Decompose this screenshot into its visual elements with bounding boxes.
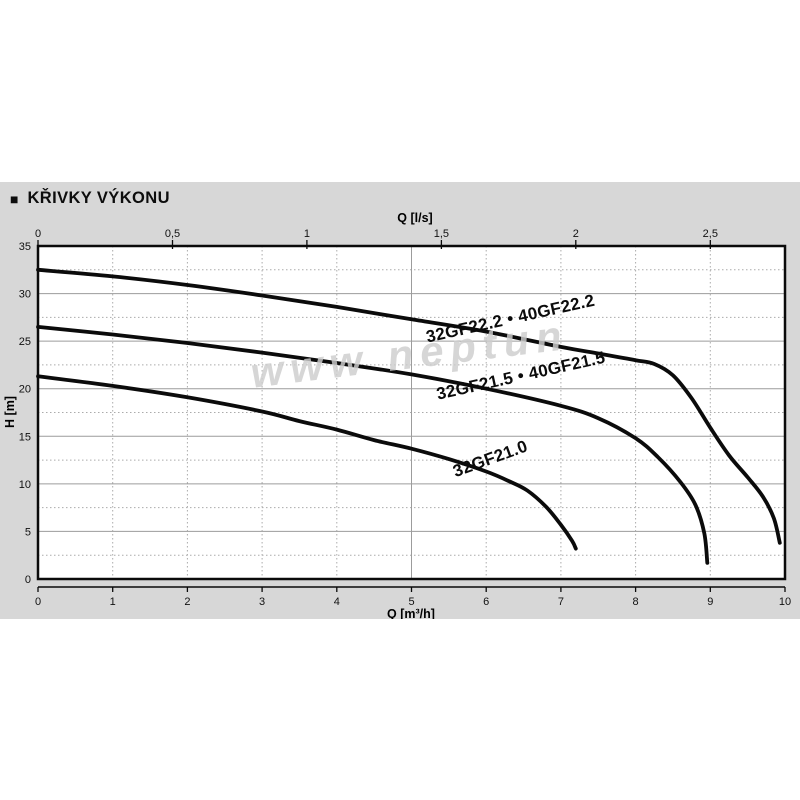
section-title: ■ KŘIVKY VÝKONU [10, 189, 170, 208]
bottom-axis-tick-label: 7 [558, 596, 564, 608]
bottom-axis-tick-label: 3 [259, 596, 265, 608]
bottom-axis-tick-label: 10 [779, 596, 791, 608]
bottom-axis-tick-label: 8 [633, 596, 639, 608]
y-axis-tick-label: 5 [25, 526, 31, 538]
y-axis-tick-label: 35 [19, 241, 31, 253]
y-axis-tick-label: 0 [25, 574, 31, 586]
performance-chart: 0 0,5 1 1,5 2 2,5 Q [l/s] 0 1 2 3 4 5 6 7 8 9 10 Q [m³/h] 0… [3, 211, 791, 619]
section-title-text: KŘIVKY VÝKONU [27, 189, 170, 207]
plot-frame [36, 244, 787, 581]
bottom-axis-tick-label: 2 [184, 596, 190, 608]
y-axis-tick-label: 20 [19, 384, 31, 396]
top-axis-tick-label: 0 [35, 228, 41, 240]
bottom-axis-tick-label: 9 [707, 596, 713, 608]
bottom-axis-tick-label: 6 [483, 596, 489, 608]
bottom-axis-tick-label: 4 [334, 596, 340, 608]
bottom-axis-tick-label: 0 [35, 596, 41, 608]
bottom-axis-title: Q [m³/h] [387, 607, 435, 619]
y-axis-tick-label: 30 [19, 289, 31, 301]
top-axis-title: Q [l/s] [397, 211, 432, 225]
y-axis-tick-label: 15 [19, 431, 31, 443]
top-axis-tick-label: 1 [304, 228, 310, 240]
bottom-axis-tick-label: 1 [110, 596, 116, 608]
curve-32GF21.0 [36, 374, 578, 551]
top-axis-tick-label: 0,5 [165, 228, 180, 240]
y-axis-tick-label: 25 [19, 336, 31, 348]
curve-32GF21.5-40GF21.5 [36, 325, 710, 565]
bottom-axis-tick-label: 5 [408, 596, 414, 608]
chart-panel: ■ KŘIVKY VÝKONU 0 0,5 1 1,5 2 2,5 Q [l/s] 0 1 2 3 4… [0, 182, 800, 619]
top-axis-tick-label: 1,5 [434, 228, 449, 240]
title-bullet-icon: ■ [10, 190, 19, 207]
y-axis-tick-label: 10 [19, 479, 31, 491]
curve-32GF22.2-40GF22.2 [36, 267, 782, 545]
top-axis-tick-label: 2,5 [703, 228, 718, 240]
top-axis-tick-label: 2 [573, 228, 579, 240]
y-axis-title: H [m] [3, 396, 17, 428]
